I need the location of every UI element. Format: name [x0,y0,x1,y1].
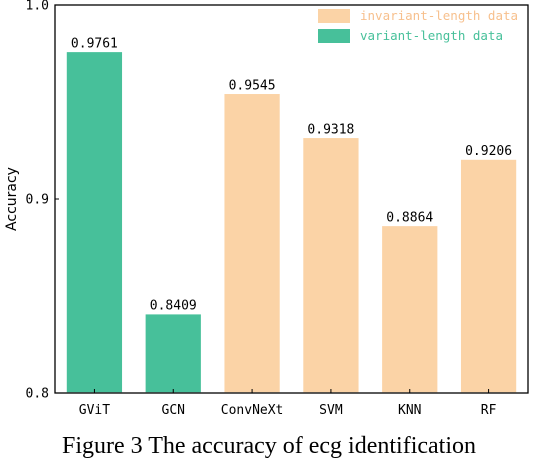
y-tick-label: 0.8 [26,387,49,402]
plot-frame [54,4,529,394]
x-tick-label-rf: RF [481,403,497,418]
value-labels-group: 0.9761 0.8409 0.9545 0.9318 0.8864 0.9206 [71,36,512,313]
value-label-gvit: 0.9761 [71,36,118,51]
x-tick-label-gcn: GCN [162,403,185,418]
accuracy-bar-chart: 0.9761 0.8409 0.9545 0.9318 0.8864 0.9206 0.8… [4,0,529,418]
value-label-convnext: 0.9545 [229,78,276,93]
value-label-rf: 0.9206 [465,144,512,159]
legend-label-variant: variant-length data [360,28,503,43]
legend-swatch-variant [318,29,350,43]
bar-convnext [222,92,282,394]
bar-rf [459,158,518,394]
legend-swatch-invariant [318,9,350,23]
y-axis-label: Accuracy [4,167,20,231]
bar-gcn [144,312,203,394]
bar-gvit [65,50,124,394]
bar-svm [301,136,361,394]
y-tick-label: 1.0 [26,0,49,14]
x-axis-ticks: GViT GCN ConvNeXt SVM KNN RF [79,389,497,418]
x-tick-label-svm: SVM [319,403,343,418]
value-label-svm: 0.9318 [307,122,354,137]
x-tick-label-convnext: ConvNeXt [221,403,284,418]
bars-group [65,50,518,394]
figure-caption: Figure 3 The accuracy of ecg identificat… [61,433,477,459]
x-tick-label-knn: KNN [398,403,421,418]
value-label-knn: 0.8864 [386,210,433,225]
x-tick-label-gvit: GViT [79,403,110,418]
bar-knn [380,224,439,394]
value-label-gcn: 0.8409 [150,299,197,314]
y-tick-label: 0.9 [26,193,49,208]
y-axis-ticks: 0.8 0.9 1.0 [26,0,59,402]
legend-label-invariant: invariant-length data [360,8,518,23]
legend: invariant-length data variant-length data [318,8,518,43]
